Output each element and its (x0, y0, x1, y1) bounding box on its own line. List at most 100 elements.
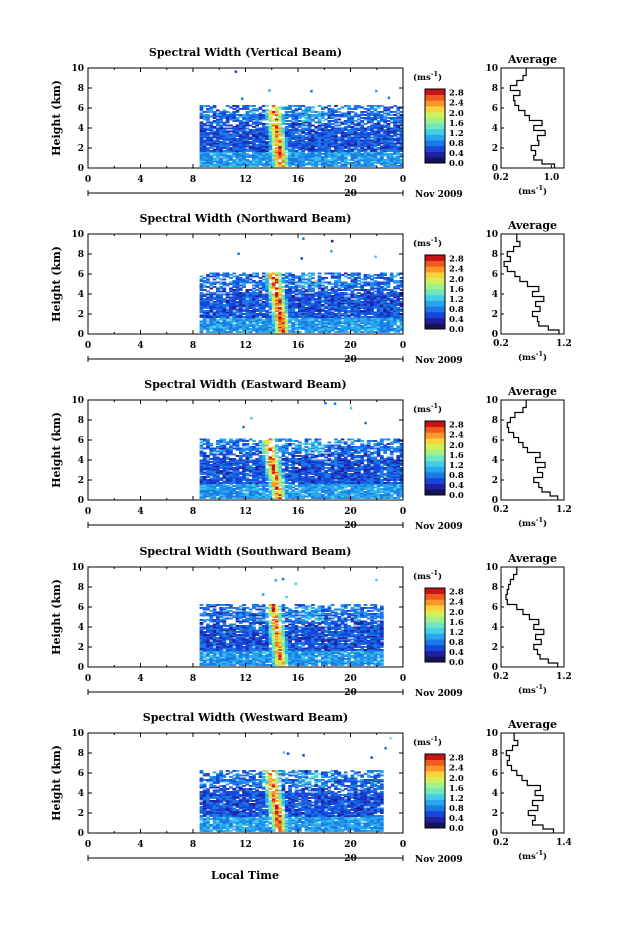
heatmap-cell (229, 480, 233, 483)
heatmap-cell (314, 320, 319, 323)
heatmap-cell (307, 156, 312, 158)
heatmap-cell (252, 326, 256, 329)
heatmap-cell (242, 299, 246, 302)
heatmap-cell (229, 130, 233, 133)
heatmap-cell (275, 287, 279, 290)
heatmap-cell (284, 292, 289, 294)
heatmap-cell (347, 154, 351, 157)
heatmap-cell (209, 326, 214, 329)
heatmap-cell (258, 468, 263, 471)
heatmap-cell (248, 302, 253, 305)
heatmap-cell (321, 322, 325, 324)
heatmap-cell (380, 111, 384, 113)
heatmap-cell (386, 147, 391, 149)
heatmap-cell (366, 302, 371, 305)
heatmap-cell (327, 328, 332, 330)
heatmap-cell (229, 290, 233, 293)
heatmap-cell (242, 283, 246, 285)
heatmap-cell (298, 126, 302, 128)
heatmap-cell (393, 287, 397, 290)
heatmap-cell (370, 112, 374, 115)
heatmap-cell (202, 471, 207, 474)
heatmap-cell (216, 133, 220, 136)
heatmap-cell (370, 308, 374, 311)
heatmap-cell (242, 326, 246, 329)
heatmap-cell (396, 298, 401, 300)
heatmap-cell (252, 141, 256, 143)
heatmap-cell (281, 302, 286, 305)
heatmap-cell (219, 141, 223, 143)
heatmap-cell (376, 314, 381, 317)
heatmap-cell (238, 162, 243, 164)
heatmap-cell (232, 142, 237, 145)
heatmap-cell (238, 495, 243, 498)
heatmap-cell (314, 163, 319, 166)
heatmap-cell (238, 302, 243, 305)
heatmap-cell (307, 135, 312, 137)
heatmap-cell (307, 159, 312, 161)
heatmap-cell (206, 154, 210, 157)
heatmap-cell (353, 280, 358, 282)
heatmap-cell (363, 165, 368, 167)
heatmap-cell (235, 277, 240, 279)
heatmap-cell (291, 138, 296, 140)
heatmap-cell (353, 326, 358, 329)
heatmap-cell (232, 281, 237, 284)
heatmap-cell (370, 156, 374, 158)
heatmap-cell (199, 150, 204, 152)
heatmap-cell (255, 461, 259, 463)
heatmap-cell (261, 307, 266, 309)
heatmap-cell (291, 310, 296, 312)
heatmap-cell (370, 106, 374, 109)
heatmap-cell (265, 123, 269, 125)
heatmap-cell (261, 447, 266, 450)
heatmap-cell (271, 159, 276, 161)
heatmap-cell (248, 483, 253, 486)
heatmap-cell (363, 150, 368, 152)
heatmap-cell (281, 323, 286, 326)
heatmap-cell (199, 320, 204, 323)
heatmap-cell (258, 480, 263, 483)
heatmap-cell (229, 114, 233, 116)
heatmap-cell (376, 281, 381, 284)
heatmap-cell (275, 274, 279, 276)
heatmap-cell (334, 127, 338, 130)
heatmap-cell (294, 289, 299, 291)
heatmap-cell (238, 482, 243, 484)
heatmap-cell (229, 486, 233, 489)
heatmap-cell (209, 156, 214, 158)
heatmap-cell (399, 133, 404, 136)
heatmap-cell (268, 136, 273, 139)
heatmap-cell (222, 129, 227, 131)
heatmap-cell (294, 154, 299, 157)
heatmap-cell (271, 304, 276, 306)
heatmap-cell (278, 311, 282, 314)
heatmap-cell (350, 317, 355, 320)
heatmap-cell (288, 148, 292, 151)
heatmap-cell (255, 462, 259, 465)
heatmap-cell (232, 489, 237, 492)
heatmap-cell (222, 308, 227, 311)
heatmap-cell (380, 317, 384, 320)
profile-y-tick-label: 6 (492, 104, 498, 114)
heatmap-cell (275, 148, 279, 151)
heatmap-cell (252, 296, 256, 299)
heatmap-cell (265, 114, 269, 116)
heatmap-cell (380, 308, 384, 311)
heatmap-cell (294, 118, 299, 121)
heatmap-cell (271, 124, 276, 127)
heatmap-cell (232, 135, 237, 137)
heatmap-cell (275, 319, 279, 321)
heatmap-cell (373, 148, 378, 151)
heatmap-cell (232, 468, 237, 471)
heatmap-cell (261, 455, 266, 457)
heatmap-cell (199, 325, 204, 327)
heatmap-cell (281, 135, 286, 137)
heatmap-cell (219, 471, 223, 474)
heatmap-cell (225, 292, 230, 294)
heatmap-cell (232, 298, 237, 300)
heatmap-cell (225, 114, 230, 116)
heatmap-cell (337, 292, 342, 294)
heatmap-cell (245, 486, 250, 489)
heatmap-cell (206, 471, 210, 474)
